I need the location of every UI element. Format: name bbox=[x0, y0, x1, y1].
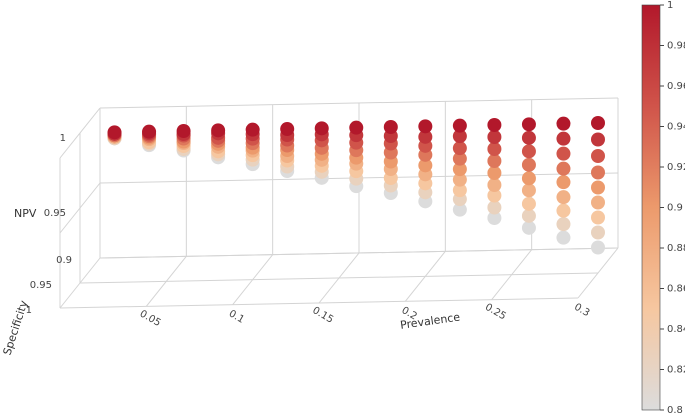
point bbox=[556, 217, 571, 232]
point bbox=[142, 124, 157, 139]
colorbar-tick-label: 0.8 bbox=[667, 405, 683, 416]
point bbox=[556, 161, 571, 176]
y-tick-label: 0.9 bbox=[56, 255, 72, 266]
point bbox=[556, 131, 571, 146]
point bbox=[245, 122, 260, 137]
y-axis-title: Specificity bbox=[1, 298, 31, 356]
colorbar-tick-label: 1 bbox=[667, 0, 673, 11]
point bbox=[487, 188, 502, 203]
point bbox=[521, 196, 536, 211]
point bbox=[556, 230, 571, 245]
point bbox=[176, 124, 191, 138]
point bbox=[556, 116, 571, 131]
x-tick-label: 0.05 bbox=[138, 308, 163, 329]
z-grid-line bbox=[59, 182, 101, 234]
x-tick-label: 0.3 bbox=[572, 302, 591, 319]
point bbox=[418, 158, 433, 173]
point bbox=[452, 172, 467, 187]
y-tick-label: 1 bbox=[26, 305, 32, 316]
colorbar-tick-label: 0.9 bbox=[667, 203, 683, 214]
point bbox=[418, 129, 433, 144]
y-grid-line bbox=[59, 297, 579, 309]
point bbox=[418, 119, 433, 134]
point bbox=[383, 120, 398, 134]
point bbox=[280, 122, 295, 136]
point bbox=[487, 200, 502, 215]
point bbox=[591, 210, 605, 225]
point bbox=[487, 142, 502, 156]
point bbox=[591, 225, 605, 240]
point bbox=[452, 162, 467, 177]
z-grid-line bbox=[59, 107, 101, 159]
point bbox=[314, 121, 329, 136]
colorbar-tick-label: 0.98 bbox=[667, 41, 685, 52]
point bbox=[556, 146, 571, 161]
point bbox=[591, 165, 605, 180]
point bbox=[452, 183, 467, 198]
colorbar-tick-label: 0.96 bbox=[667, 81, 685, 92]
point bbox=[591, 149, 605, 163]
point bbox=[591, 240, 605, 255]
point bbox=[487, 166, 502, 180]
x-tick-label: 0.25 bbox=[483, 302, 508, 323]
point bbox=[487, 130, 502, 144]
colorbar-tick-label: 0.94 bbox=[667, 122, 685, 133]
point bbox=[591, 180, 605, 195]
colorbar-tick-label: 0.88 bbox=[667, 243, 685, 254]
point bbox=[487, 154, 502, 168]
point bbox=[556, 203, 571, 218]
colorbar bbox=[641, 4, 661, 411]
point bbox=[521, 157, 536, 172]
colorbar-tick-label: 0.86 bbox=[667, 284, 685, 295]
colorbar-tick-label: 0.82 bbox=[667, 365, 685, 376]
point bbox=[591, 195, 605, 210]
point bbox=[452, 151, 467, 166]
point bbox=[521, 144, 536, 159]
point bbox=[521, 117, 536, 132]
point bbox=[591, 132, 605, 147]
point bbox=[349, 120, 364, 135]
point bbox=[521, 183, 536, 198]
point bbox=[521, 208, 536, 223]
z-grid-line bbox=[99, 97, 619, 109]
point bbox=[521, 171, 536, 186]
point bbox=[521, 130, 536, 145]
point bbox=[591, 116, 605, 130]
point bbox=[556, 190, 571, 205]
colorbar-tick-label: 0.84 bbox=[667, 324, 685, 335]
x-tick-label: 0.15 bbox=[310, 305, 335, 326]
y-grid-line bbox=[99, 247, 619, 259]
point bbox=[556, 175, 571, 190]
y-grid-line bbox=[79, 272, 599, 284]
y-tick-label: 0.95 bbox=[30, 280, 52, 291]
point bbox=[107, 125, 122, 140]
point bbox=[487, 178, 502, 192]
point bbox=[452, 129, 467, 144]
z-axis-title: NPV bbox=[14, 207, 37, 220]
x-tick-label: 0.1 bbox=[227, 308, 246, 325]
point bbox=[452, 141, 467, 156]
point bbox=[487, 211, 502, 225]
colorbar-tick-label: 0.92 bbox=[667, 162, 685, 173]
z-tick-label: 1 bbox=[60, 133, 66, 144]
point bbox=[521, 220, 536, 235]
point bbox=[487, 118, 502, 132]
point bbox=[452, 118, 467, 133]
point bbox=[452, 202, 467, 217]
point bbox=[211, 123, 226, 138]
z-tick-label: 0.95 bbox=[44, 208, 66, 219]
